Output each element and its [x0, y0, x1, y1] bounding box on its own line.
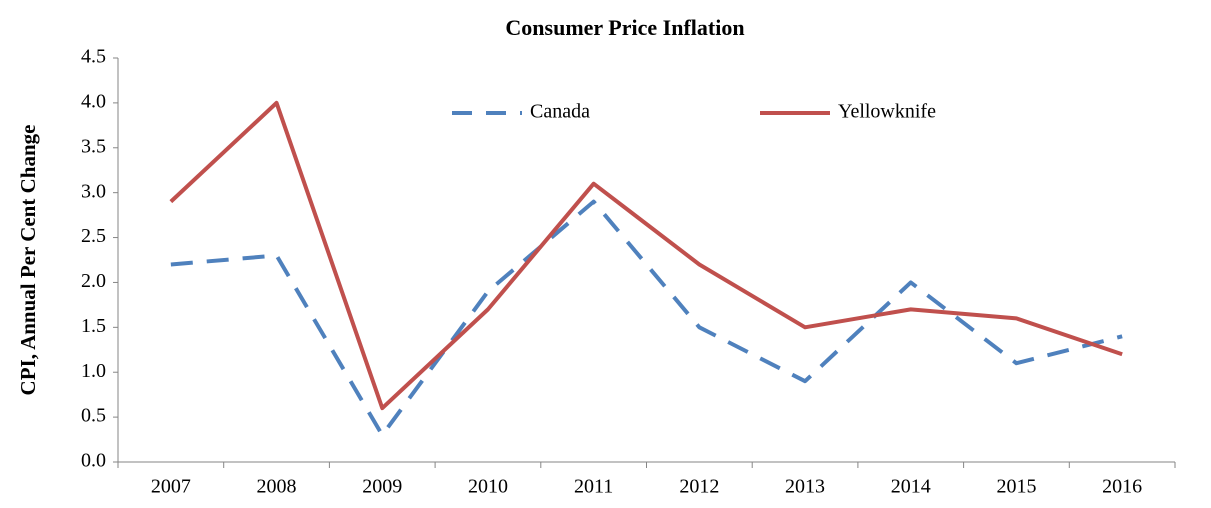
series-line — [170, 199, 1123, 438]
y-tick-label: 1.5 — [81, 315, 106, 337]
legend-label: Canada — [530, 101, 590, 123]
chart-title: Consumer Price Inflation — [505, 15, 744, 40]
y-tick-label: 2.5 — [81, 225, 106, 247]
series-line — [169, 100, 1123, 411]
y-tick-label: 0.0 — [81, 450, 106, 472]
y-tick-label: 3.5 — [81, 135, 106, 157]
x-tick-label: 2008 — [257, 476, 297, 498]
y-tick-label: 0.5 — [81, 405, 106, 427]
x-tick-label: 2009 — [362, 476, 402, 498]
y-tick-label: 4.0 — [81, 90, 106, 112]
y-tick-label: 1.0 — [81, 360, 106, 382]
x-tick-label: 2012 — [679, 476, 719, 498]
y-tick-label: 2.0 — [81, 270, 106, 292]
y-tick-label: 4.5 — [81, 46, 106, 68]
y-tick-label: 3.0 — [81, 180, 106, 202]
x-tick-label: 2010 — [468, 476, 508, 498]
x-tick-label: 2015 — [996, 476, 1036, 498]
y-axis-label: CPI, Annual Per Cent Change — [16, 125, 40, 396]
x-tick-label: 2007 — [151, 476, 191, 498]
legend-label: Yellowknife — [838, 101, 936, 123]
x-tick-label: 2011 — [574, 476, 613, 498]
x-tick-label: 2013 — [785, 476, 825, 498]
x-tick-label: 2014 — [891, 476, 931, 498]
x-tick-label: 2016 — [1102, 476, 1142, 498]
